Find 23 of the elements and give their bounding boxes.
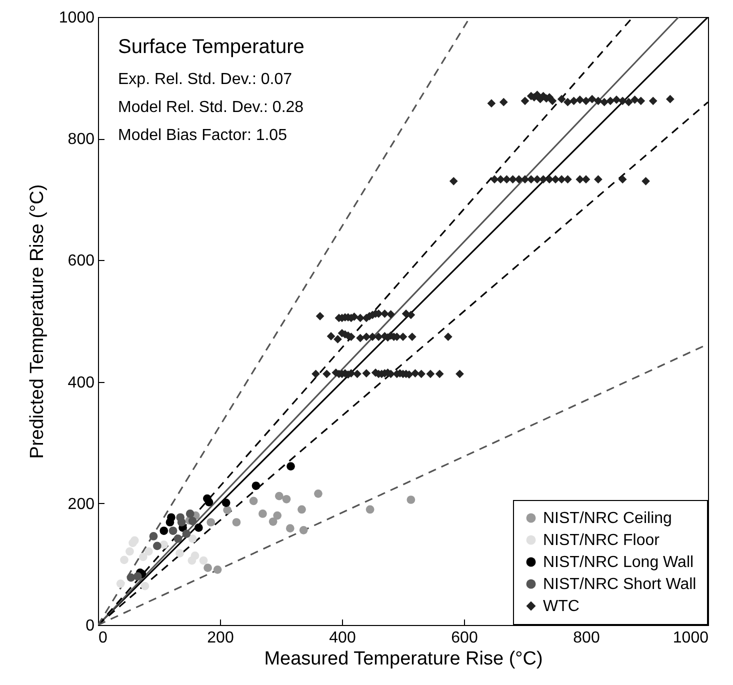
annotation: Model Bias Factor: 1.05 <box>118 127 288 144</box>
x-tick-label: 0 <box>98 630 108 646</box>
legend-label: NIST/NRC Long Wall <box>543 554 694 571</box>
text: Surface Temperature <box>118 36 304 58</box>
x-tick-label: 400 <box>329 630 356 646</box>
legend-label: NIST/NRC Ceiling <box>543 510 672 527</box>
legend-label: NIST/NRC Floor <box>543 532 660 549</box>
y-tick-label: 0 <box>86 618 95 634</box>
x-axis-title: Measured Temperature Rise (°C) <box>264 648 543 670</box>
x-tick-label: 200 <box>207 630 234 646</box>
x-tick-label: 1000 <box>672 630 709 646</box>
y-tick-label: 200 <box>68 496 95 513</box>
y-axis-title: Predicted Temperature Rise (°C) <box>26 184 48 459</box>
y-tick-label: 600 <box>68 252 95 270</box>
legend-label: NIST/NRC Short Wall <box>543 576 696 593</box>
x-tick-label: 800 <box>573 630 600 646</box>
y-tick-label: 400 <box>68 374 95 392</box>
y-tick-label: 800 <box>68 131 95 148</box>
annotation: Exp. Rel. Std. Dev.: 0.07 <box>118 71 292 88</box>
x-tick-label: 600 <box>451 630 478 646</box>
annotation: Model Rel. Std. Dev.: 0.28 <box>118 99 304 116</box>
legend-label: WTC <box>543 598 580 615</box>
y-tick-label: 1000 <box>58 10 95 26</box>
